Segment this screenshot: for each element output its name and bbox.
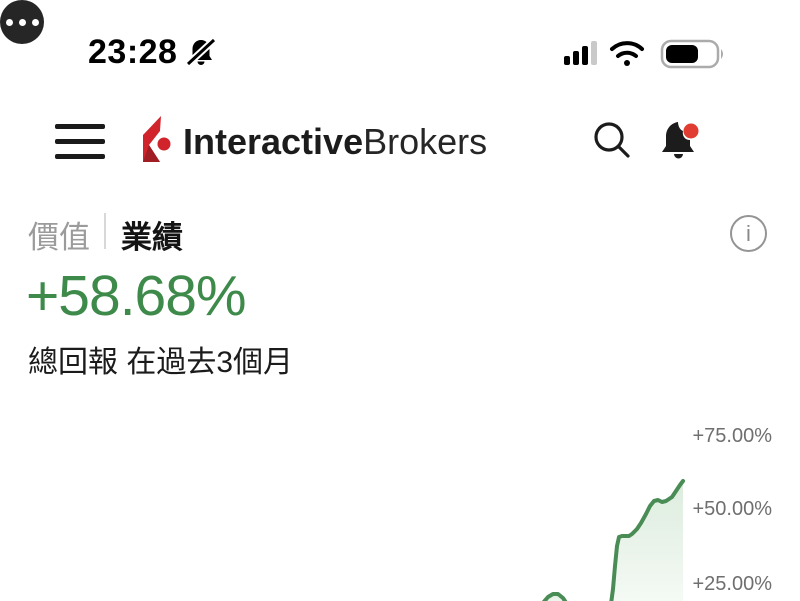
ellipsis-icon[interactable] [0,0,44,44]
chart-line-early [541,592,568,601]
return-caption: 總回報 在過去3個月 [28,346,294,379]
bell-icon[interactable] [658,120,704,169]
status-time: 23:28 [88,33,178,71]
total-return-value: +58.68% [26,264,247,328]
search-icon[interactable] [592,120,632,167]
y-axis-label-75: +75.00% [692,425,772,447]
chart-area-fill [611,481,683,601]
y-axis-label-50: +50.00% [692,498,772,520]
y-axis-label-25: +25.00% [692,573,772,595]
tab-value[interactable]: 價值 [28,220,90,255]
bell-slash-icon [184,36,218,75]
tab-divider [104,213,106,249]
wifi-icon [610,41,644,66]
battery-icon [660,39,723,69]
brand-wordmark: InteractiveBrokers [183,121,487,163]
tab-performance[interactable]: 業績 [121,220,183,255]
info-icon[interactable]: i [730,215,767,252]
chart-line [609,479,685,601]
status-indicators [560,36,740,70]
notification-badge [683,123,699,139]
cellular-signal-icon [564,41,597,65]
interactive-brokers-logo [134,116,176,171]
brand-light: Brokers [363,121,488,162]
brand-bold: Interactive [183,121,364,162]
performance-chart[interactable] [0,390,800,601]
hamburger-menu-icon[interactable] [55,124,105,160]
